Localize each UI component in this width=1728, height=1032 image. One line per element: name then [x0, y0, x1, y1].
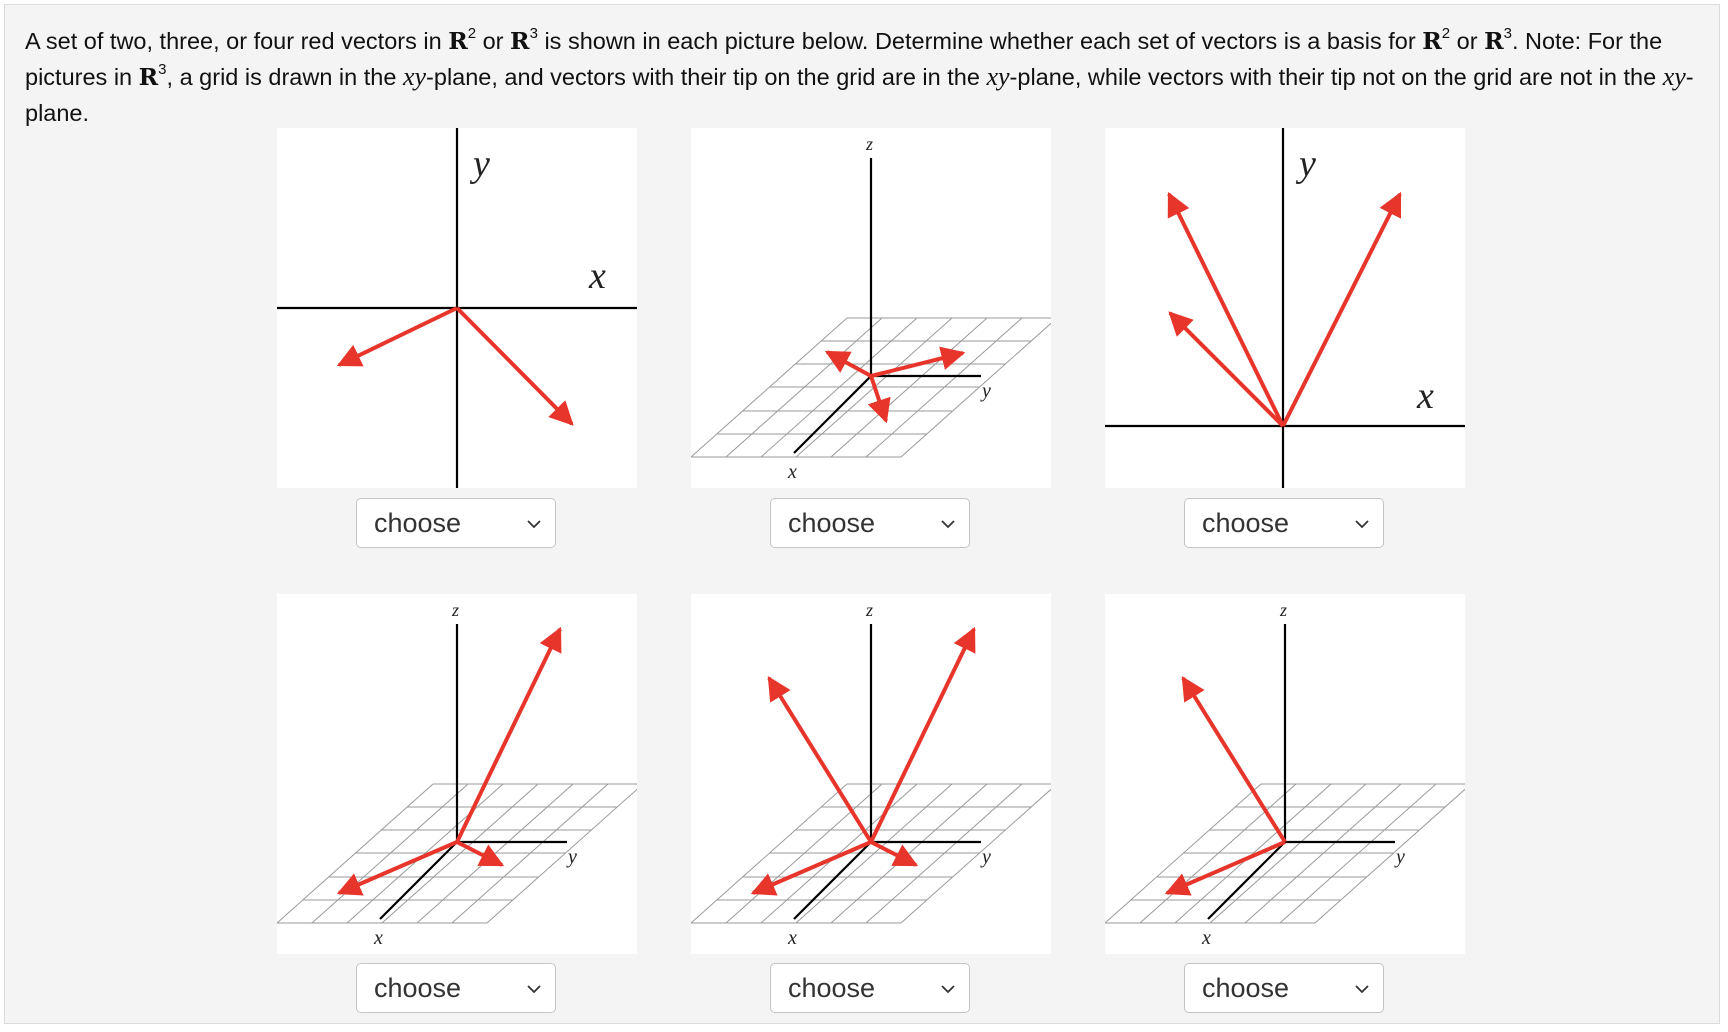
- chevron-down-icon: [527, 520, 541, 529]
- vector-1: [1167, 191, 1285, 427]
- question-text: A set of two, three, or four red vectors…: [25, 25, 1694, 126]
- figure-6: z y x: [1105, 594, 1465, 954]
- vector-4: [750, 840, 872, 896]
- vector-3: [870, 840, 919, 867]
- basis-select-5[interactable]: choose: [770, 963, 970, 1013]
- figure-5: z y x: [691, 594, 1051, 954]
- figure-3: y x: [1105, 128, 1465, 488]
- figure-1: y x: [277, 128, 637, 488]
- chevron-down-icon: [941, 520, 955, 529]
- x-axis-label: x: [1201, 927, 1211, 949]
- y-axis-label: y: [980, 846, 991, 868]
- basis-select-3[interactable]: choose: [1184, 498, 1384, 548]
- y-axis-label: y: [980, 380, 991, 402]
- vector-3: [1281, 191, 1402, 427]
- x-axis-label: x: [787, 927, 797, 949]
- select-value: choose: [1202, 507, 1290, 538]
- xy-grid: [1105, 783, 1465, 924]
- select-value: choose: [788, 507, 876, 538]
- vector-2: [456, 840, 505, 867]
- x-axis: [793, 841, 872, 920]
- basis-select-4[interactable]: choose: [356, 963, 556, 1013]
- vector-1: [336, 306, 458, 367]
- x-axis: [793, 375, 872, 454]
- x-axis-label: x: [373, 927, 383, 949]
- vector-2: [1168, 311, 1285, 428]
- y-axis-label: y: [1295, 143, 1316, 185]
- select-value: choose: [788, 972, 876, 1003]
- y-axis-label: y: [469, 143, 490, 185]
- vector-2: [455, 306, 574, 426]
- vector-1: [869, 626, 976, 843]
- select-value: choose: [1202, 972, 1290, 1003]
- chevron-down-icon: [941, 985, 955, 994]
- select-value: choose: [374, 507, 462, 538]
- vector-1: [824, 350, 872, 378]
- figure-4: z y x: [277, 594, 637, 954]
- vector-1: [455, 626, 562, 843]
- vector-3: [336, 840, 458, 896]
- x-axis-label: x: [1416, 375, 1434, 417]
- chevron-down-icon: [1355, 520, 1369, 529]
- z-axis-label: z: [865, 600, 873, 620]
- basis-select-1[interactable]: choose: [356, 498, 556, 548]
- vector-3: [867, 375, 891, 424]
- x-axis: [1207, 841, 1286, 920]
- z-axis-label: z: [1279, 600, 1287, 620]
- basis-select-6[interactable]: choose: [1184, 963, 1384, 1013]
- xy-grid: [691, 783, 1051, 924]
- y-axis-label: y: [1394, 846, 1405, 868]
- chevron-down-icon: [527, 985, 541, 994]
- chevron-down-icon: [1355, 985, 1369, 994]
- vector-2: [767, 675, 873, 844]
- basis-select-2[interactable]: choose: [770, 498, 970, 548]
- select-value: choose: [374, 972, 462, 1003]
- y-axis-label: y: [566, 846, 577, 868]
- vector-2: [1164, 840, 1286, 896]
- z-axis-label: z: [451, 600, 459, 620]
- x-axis-label: x: [588, 255, 606, 297]
- z-axis-label: z: [865, 134, 873, 154]
- figure-2: z y x: [691, 128, 1051, 488]
- x-axis-label: x: [787, 461, 797, 483]
- x-axis: [379, 841, 458, 920]
- xy-grid: [277, 783, 637, 924]
- vector-2: [870, 346, 966, 378]
- vector-1: [1181, 675, 1287, 844]
